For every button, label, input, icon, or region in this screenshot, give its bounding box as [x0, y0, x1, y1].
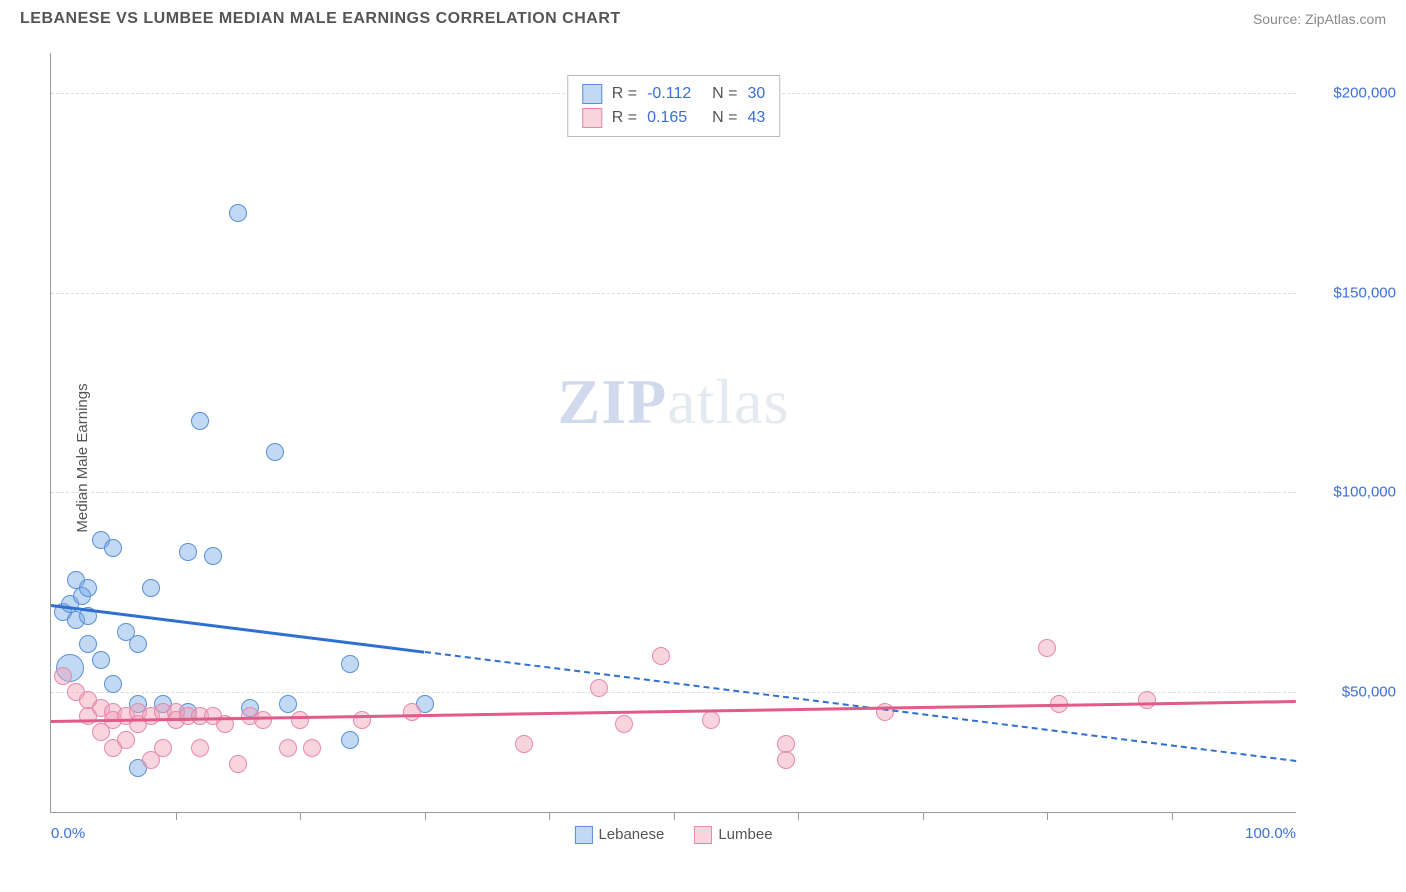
- trend-line: [51, 700, 1296, 723]
- x-tick: [1172, 812, 1173, 820]
- legend-r-value: 0.165: [647, 109, 702, 127]
- data-point: [291, 711, 309, 729]
- x-tick: [300, 812, 301, 820]
- x-tick: [1047, 812, 1048, 820]
- data-point: [1138, 691, 1156, 709]
- trend-line: [51, 604, 425, 654]
- watermark-zip: ZIP: [558, 366, 668, 437]
- data-point: [652, 647, 670, 665]
- gridline: [51, 293, 1296, 294]
- series-legend: Lebanese Lumbee: [574, 826, 772, 844]
- chart-source: Source: ZipAtlas.com: [1253, 11, 1386, 27]
- watermark: ZIPatlas: [558, 365, 790, 439]
- data-point: [179, 543, 197, 561]
- legend-n-value: 43: [747, 109, 765, 127]
- data-point: [79, 635, 97, 653]
- data-point: [229, 204, 247, 222]
- gridline: [51, 692, 1296, 693]
- data-point: [191, 739, 209, 757]
- legend-swatch: [582, 84, 602, 104]
- data-point: [777, 751, 795, 769]
- data-point: [341, 731, 359, 749]
- legend-r-label: R =: [612, 109, 637, 127]
- data-point: [341, 655, 359, 673]
- legend-swatch: [694, 826, 712, 844]
- chart-title: LEBANESE VS LUMBEE MEDIAN MALE EARNINGS …: [20, 10, 621, 28]
- data-point: [229, 755, 247, 773]
- y-tick-label: $100,000: [1306, 484, 1396, 501]
- legend-swatch: [574, 826, 592, 844]
- data-point: [515, 735, 533, 753]
- series-legend-item: Lumbee: [694, 826, 772, 844]
- chart-header: LEBANESE VS LUMBEE MEDIAN MALE EARNINGS …: [0, 0, 1406, 33]
- data-point: [303, 739, 321, 757]
- x-tick: [425, 812, 426, 820]
- correlation-legend-row: R = 0.165 N = 43: [582, 106, 765, 130]
- data-point: [129, 635, 147, 653]
- data-point: [191, 412, 209, 430]
- data-point: [1038, 639, 1056, 657]
- y-tick-label: $200,000: [1306, 84, 1396, 101]
- data-point: [279, 695, 297, 713]
- data-point: [702, 711, 720, 729]
- series-legend-label: Lumbee: [718, 826, 772, 843]
- data-point: [615, 715, 633, 733]
- series-legend-label: Lebanese: [598, 826, 664, 843]
- watermark-atlas: atlas: [667, 366, 789, 437]
- data-point: [154, 739, 172, 757]
- y-tick-label: $150,000: [1306, 284, 1396, 301]
- legend-r-value: -0.112: [647, 85, 702, 103]
- data-point: [403, 703, 421, 721]
- data-point: [353, 711, 371, 729]
- plot-area: ZIPatlas $50,000$100,000$150,000$200,000…: [50, 53, 1296, 813]
- data-point: [54, 667, 72, 685]
- data-point: [254, 711, 272, 729]
- data-point: [92, 651, 110, 669]
- x-tick-label: 0.0%: [51, 825, 85, 842]
- x-tick: [798, 812, 799, 820]
- data-point: [104, 539, 122, 557]
- legend-n-label: N =: [712, 109, 737, 127]
- legend-n-label: N =: [712, 85, 737, 103]
- y-tick-label: $50,000: [1306, 684, 1396, 701]
- x-tick: [176, 812, 177, 820]
- x-tick-label: 100.0%: [1245, 825, 1296, 842]
- data-point: [204, 547, 222, 565]
- data-point: [266, 443, 284, 461]
- chart-wrap: Median Male Earnings ZIPatlas $50,000$10…: [0, 33, 1406, 883]
- x-tick: [549, 812, 550, 820]
- legend-n-value: 30: [747, 85, 765, 103]
- correlation-legend-row: R = -0.112 N = 30: [582, 82, 765, 106]
- legend-swatch: [582, 108, 602, 128]
- gridline: [51, 492, 1296, 493]
- legend-r-label: R =: [612, 85, 637, 103]
- data-point: [117, 731, 135, 749]
- data-point: [79, 579, 97, 597]
- data-point: [142, 579, 160, 597]
- data-point: [279, 739, 297, 757]
- x-tick: [674, 812, 675, 820]
- x-tick: [923, 812, 924, 820]
- data-point: [590, 679, 608, 697]
- correlation-legend: R = -0.112 N = 30 R = 0.165 N = 43: [567, 75, 780, 137]
- series-legend-item: Lebanese: [574, 826, 664, 844]
- data-point: [104, 675, 122, 693]
